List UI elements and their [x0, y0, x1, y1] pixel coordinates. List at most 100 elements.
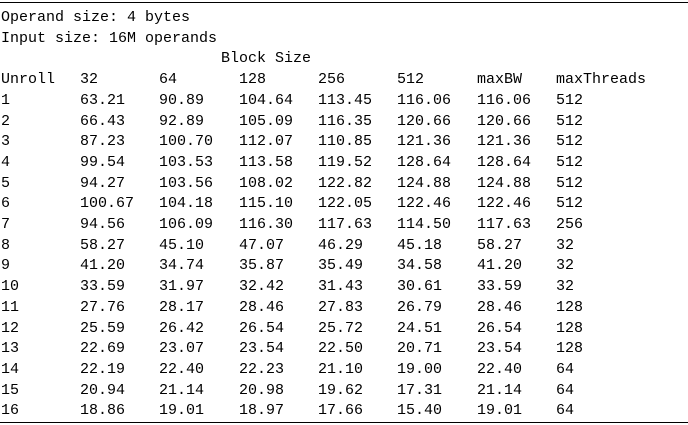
table-row: 16 18.86 19.01 18.97 17.66 15.40 19.01 64 [1, 401, 666, 422]
table-cell: 128 [556, 319, 584, 337]
table-cell: 121.36 [477, 133, 532, 151]
table-cell: 63.21 [80, 91, 126, 109]
table-cell: 122.46 [397, 195, 452, 213]
table-cell: 11 [1, 298, 20, 316]
input-size-line: Input size: 16M operands [1, 29, 218, 47]
table-cell: 90.89 [159, 91, 205, 109]
table-cell: 41.20 [80, 257, 126, 275]
table-cell: 23.07 [159, 340, 205, 358]
table-cell: 27.76 [80, 298, 126, 316]
table-cell: 17.31 [397, 381, 443, 399]
table-cell: 120.66 [477, 112, 532, 130]
table-cell: 108.02 [239, 174, 294, 192]
table-cell: 4 [1, 153, 11, 171]
table-cell: 3 [1, 133, 11, 151]
table-cell: 45.18 [397, 236, 443, 254]
table-cell: 46.29 [318, 236, 364, 254]
table-cell: 32 [556, 257, 575, 275]
table-cell: 103.56 [159, 174, 214, 192]
table-cell: 115.10 [239, 195, 294, 213]
table-cell: 28.46 [239, 298, 285, 316]
table-cell: 22.40 [477, 360, 523, 378]
table-cell: 121.36 [397, 133, 452, 151]
table-cell: 87.23 [80, 133, 126, 151]
table-row: 8 58.27 45.10 47.07 46.29 45.18 58.27 32 [1, 236, 666, 257]
table-row: 12 25.59 26.42 26.54 25.72 24.51 26.54 128 [1, 319, 666, 340]
table-cell: 26.54 [477, 319, 523, 337]
table-cell: 117.63 [477, 216, 532, 234]
results-listing: Operand size: 4 bytes Input size: 16M op… [1, 8, 687, 70]
table-cell: 34.74 [159, 257, 205, 275]
table-cell: 13 [1, 340, 20, 358]
table-cell: 114.50 [397, 216, 452, 234]
table-cell: 18.97 [239, 402, 285, 420]
table-cell: 12 [1, 319, 20, 337]
table-cell: 122.05 [318, 195, 373, 213]
table-cell: 22.50 [318, 340, 364, 358]
table-cell: 5 [1, 174, 11, 192]
table-cell: 9 [1, 257, 11, 275]
table-cell: 94.27 [80, 174, 126, 192]
table-cell: 26.79 [397, 298, 443, 316]
column-header: maxThreads [556, 71, 647, 89]
table-cell: 512 [556, 153, 584, 171]
table-cell: 512 [556, 195, 584, 213]
table-cell: 116.30 [239, 216, 294, 234]
table-cell: 64 [556, 402, 575, 420]
column-header: 64 [159, 71, 178, 89]
table-row: 1 63.21 90.89 104.64 113.45 116.06 116.06 512 [1, 91, 666, 112]
bandwidth-table: Unroll 32 64 128 256 512 maxBW maxThreads 1 63.2… [1, 70, 666, 422]
table-cell: 17.66 [318, 402, 364, 420]
table-cell: 7 [1, 216, 11, 234]
table-cell: 119.52 [318, 153, 373, 171]
table-cell: 41.20 [477, 257, 523, 275]
table-cell: 16 [1, 402, 20, 420]
table-cell: 122.82 [318, 174, 373, 192]
table-cell: 512 [556, 112, 584, 130]
table-cell: 15.40 [397, 402, 443, 420]
table-cell: 116.06 [477, 91, 532, 109]
table-cell: 25.59 [80, 319, 126, 337]
table-cell: 32 [556, 278, 575, 296]
column-header: Unroll [1, 71, 56, 89]
table-cell: 128 [556, 340, 584, 358]
table-cell: 32.42 [239, 278, 285, 296]
table-cell: 19.00 [397, 360, 443, 378]
table-cell: 105.09 [239, 112, 294, 130]
table-cell: 128.64 [397, 153, 452, 171]
table-cell: 35.87 [239, 257, 285, 275]
table-row: 10 33.59 31.97 32.42 31.43 30.61 33.59 32 [1, 277, 666, 298]
table-cell: 22.69 [80, 340, 126, 358]
table-row: 7 94.56 106.09 116.30 117.63 114.50 117.63 256 [1, 215, 666, 236]
column-header: 512 [397, 71, 425, 89]
table-cell: 28.17 [159, 298, 205, 316]
table-cell: 112.07 [239, 133, 294, 151]
table-cell: 22.23 [239, 360, 285, 378]
table-cell: 15 [1, 381, 20, 399]
table-cell: 103.53 [159, 153, 214, 171]
table-cell: 2 [1, 112, 11, 130]
table-cell: 128 [556, 298, 584, 316]
column-header: maxBW [477, 71, 523, 89]
table-row: 9 41.20 34.74 35.87 35.49 34.58 41.20 32 [1, 256, 666, 277]
table-cell: 512 [556, 133, 584, 151]
table-row: 14 22.19 22.40 22.23 21.10 19.00 22.40 64 [1, 360, 666, 381]
table-cell: 32 [556, 236, 575, 254]
table-cell: 31.97 [159, 278, 205, 296]
table-cell: 27.83 [318, 298, 364, 316]
table-cell: 100.70 [159, 133, 214, 151]
table-cell: 92.89 [159, 112, 205, 130]
table-cell: 21.14 [159, 381, 205, 399]
table-cell: 104.64 [239, 91, 294, 109]
table-cell: 22.40 [159, 360, 205, 378]
table-cell: 34.58 [397, 257, 443, 275]
table-cell: 28.46 [477, 298, 523, 316]
table-cell: 106.09 [159, 216, 214, 234]
table-cell: 21.14 [477, 381, 523, 399]
table-cell: 22.19 [80, 360, 126, 378]
table-cell: 117.63 [318, 216, 373, 234]
table-cell: 18.86 [80, 402, 126, 420]
table-cell: 6 [1, 195, 11, 213]
table-cell: 23.54 [477, 340, 523, 358]
table-cell: 124.88 [397, 174, 452, 192]
